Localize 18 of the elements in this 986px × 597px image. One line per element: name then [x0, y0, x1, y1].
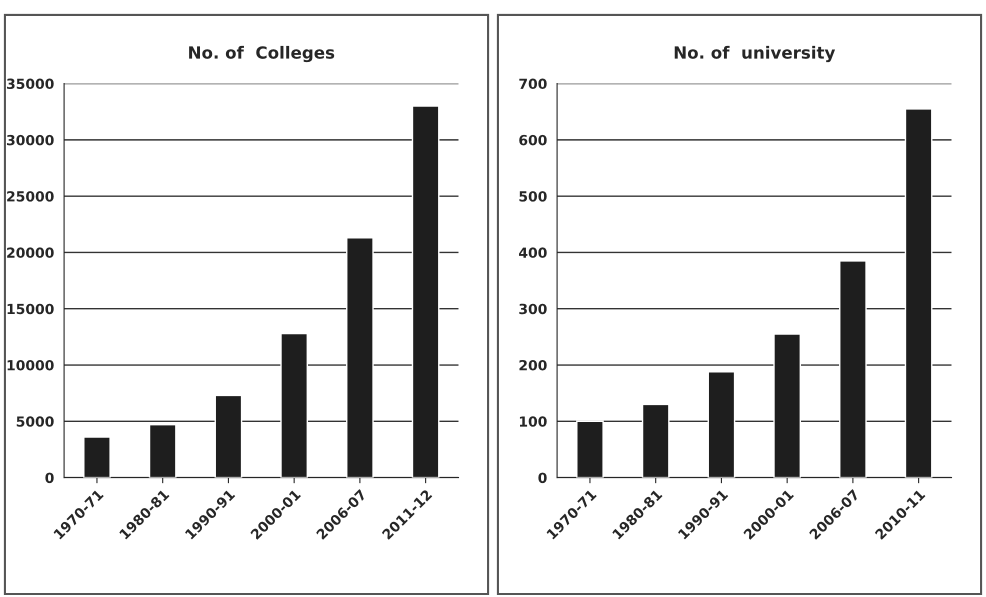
y-tick-label: 15000	[8, 304, 54, 314]
y-tick-label: 30000	[6, 134, 54, 146]
y-tick-label: 0	[45, 472, 54, 484]
y-tick-label: 5000	[16, 416, 54, 427]
chart-title: No. of university	[674, 46, 836, 62]
y-tick-label: 20000	[7, 247, 54, 258]
y-tick-label: 700	[519, 78, 547, 90]
chart-title: No. of Colleges	[189, 46, 334, 62]
y-tick-label: 10000	[8, 360, 54, 370]
y-tick-label: 200	[519, 360, 547, 370]
y-tick-label: 35000	[6, 78, 54, 90]
y-tick-label: 0	[538, 472, 547, 484]
y-tick-label: 100	[520, 416, 547, 427]
y-tick-label: 400	[519, 247, 547, 258]
y-tick-label: 500	[519, 191, 547, 202]
y-tick-label: 25000	[7, 191, 54, 202]
y-tick-label: 600	[519, 134, 547, 146]
y-tick-label: 300	[519, 304, 547, 314]
